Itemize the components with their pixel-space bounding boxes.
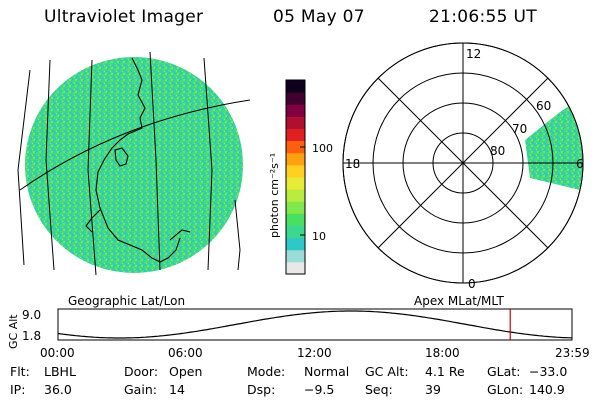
colorbar-cell bbox=[286, 104, 305, 117]
colorbar-cell bbox=[286, 116, 305, 129]
colorbar-cell bbox=[286, 201, 305, 214]
status-key: Door: bbox=[124, 364, 159, 379]
timeline-xtick-1800: 18:00 bbox=[425, 346, 460, 360]
colorbar-cell bbox=[286, 225, 305, 239]
status-value: Open bbox=[169, 364, 203, 379]
geographic-disk bbox=[25, 57, 243, 273]
colorbar-cell bbox=[286, 237, 305, 251]
colorbar-cell bbox=[286, 92, 305, 105]
colorbar-cell bbox=[286, 80, 305, 93]
geographic-caption: Geographic Lat/Lon bbox=[68, 294, 185, 308]
status-key: Gain: bbox=[124, 382, 157, 397]
timeline-xtick-0600: 06:00 bbox=[168, 346, 203, 360]
status-key: Flt: bbox=[10, 364, 30, 379]
status-value: −9.5 bbox=[304, 382, 335, 397]
altitude-curve bbox=[57, 310, 573, 339]
timeline-ytick-min: 1.8 bbox=[22, 329, 41, 343]
geographic-grid bbox=[17, 51, 251, 276]
polar-caption: Apex MLat/MLT bbox=[414, 294, 504, 308]
colorbar-cell bbox=[286, 128, 305, 142]
timeline-xtick-0000: 00:00 bbox=[40, 346, 75, 360]
status-key: GLon: bbox=[487, 382, 524, 397]
status-value: 140.9 bbox=[529, 382, 565, 397]
colorbar: 100 10 photon cm⁻²s⁻¹ bbox=[268, 79, 333, 275]
status-key: Mode: bbox=[247, 364, 286, 379]
status-key: IP: bbox=[10, 382, 26, 397]
colorbar-cell bbox=[286, 189, 305, 202]
mlat-label-70: 70 bbox=[512, 122, 527, 136]
status-value: 4.1 Re bbox=[425, 364, 465, 379]
colorbar-tick-10: 10 bbox=[312, 230, 326, 243]
timeline-xtick-1200: 12:00 bbox=[297, 346, 332, 360]
status-value: 36.0 bbox=[44, 382, 72, 397]
timeline-xtick-2359: 23:59 bbox=[555, 346, 590, 360]
colorbar-cell bbox=[286, 152, 305, 166]
colorbar-cell bbox=[286, 213, 305, 226]
mlat-label-80: 80 bbox=[490, 144, 505, 158]
observation-time: 21:06:55 UT bbox=[429, 7, 537, 27]
observation-date: 05 May 07 bbox=[273, 7, 365, 27]
mlat-label-60: 60 bbox=[536, 99, 551, 113]
colorbar-unit-label: photon cm⁻²s⁻¹ bbox=[268, 153, 281, 238]
mlt-label-18: 18 bbox=[345, 157, 360, 171]
mlt-label-12: 12 bbox=[466, 47, 481, 61]
status-key: GLat: bbox=[487, 364, 521, 379]
status-value: Normal bbox=[304, 364, 350, 379]
timeline-ytick-max: 9.0 bbox=[22, 308, 41, 322]
instrument-title: Ultraviolet Imager bbox=[44, 7, 204, 27]
status-value: 14 bbox=[169, 382, 185, 397]
status-value: −33.0 bbox=[529, 364, 568, 379]
colorbar-tick-100: 100 bbox=[312, 142, 333, 155]
colorbar-cell bbox=[286, 140, 305, 154]
colorbar-cell bbox=[286, 177, 305, 190]
polar-plot: 12 18 6 0 60 70 80 bbox=[342, 42, 584, 291]
status-key: GC Alt: bbox=[365, 364, 409, 379]
orbit-timeline: GC Alt 9.0 1.8 00:00 06:00 12:00 18:00 2… bbox=[7, 308, 590, 360]
mlt-label-6: 6 bbox=[576, 157, 584, 171]
status-key: Dsp: bbox=[247, 382, 276, 397]
status-value: LBHL bbox=[44, 364, 76, 379]
mlt-label-0: 0 bbox=[468, 277, 476, 291]
colorbar-cell bbox=[286, 164, 305, 178]
status-key: Seq: bbox=[365, 382, 393, 397]
status-value: 39 bbox=[425, 382, 441, 397]
timeline-ylabel: GC Alt bbox=[7, 314, 20, 349]
colorbar-cell bbox=[286, 249, 305, 263]
colorbar-cell bbox=[286, 261, 305, 275]
coastline-outline bbox=[85, 57, 191, 263]
